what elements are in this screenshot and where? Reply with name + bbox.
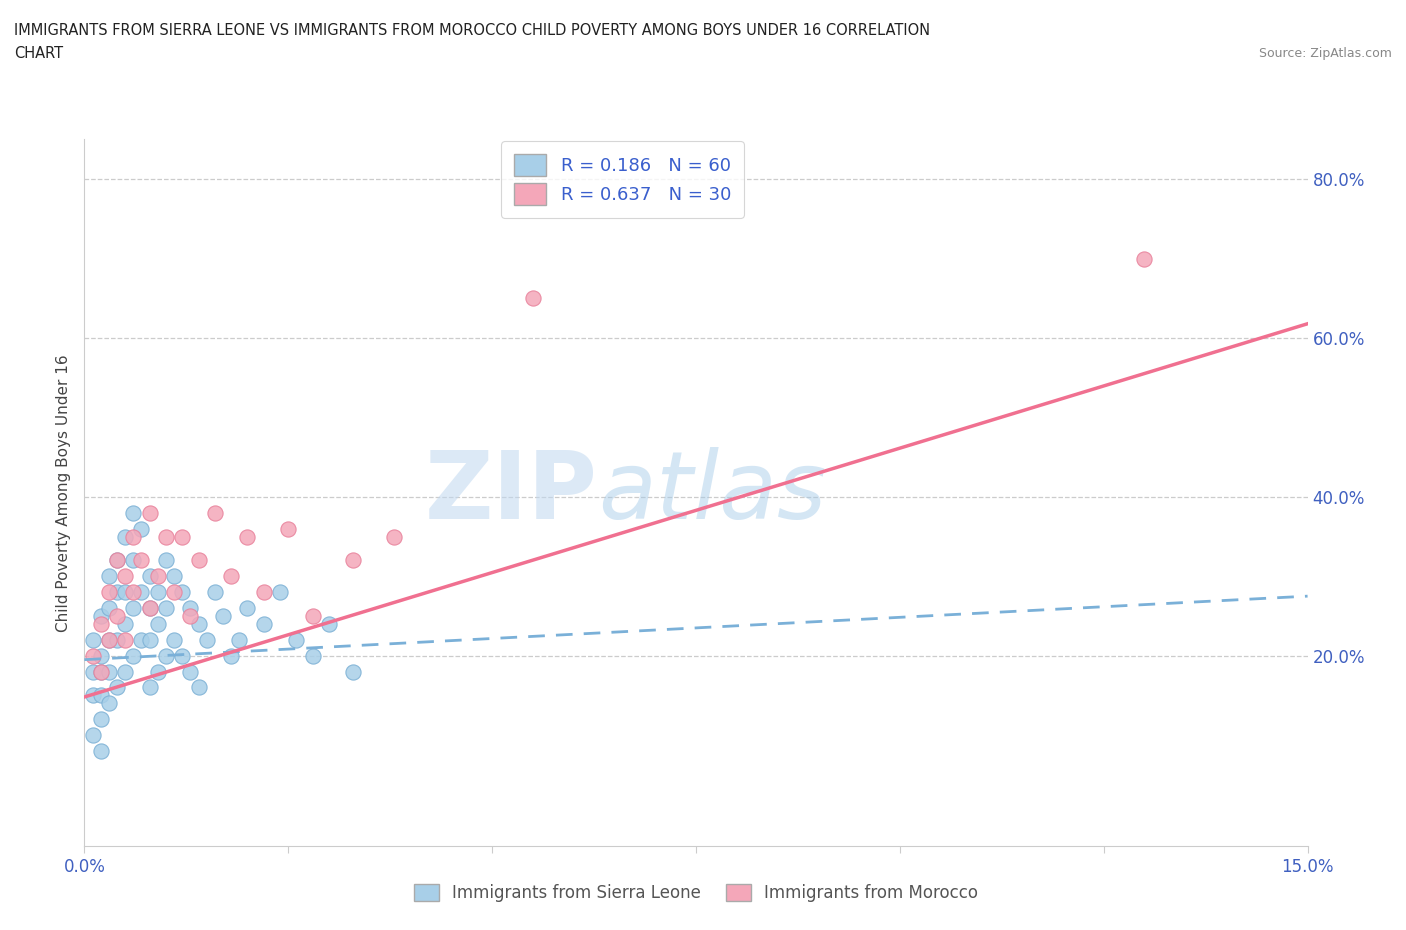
Point (172, 585, 194, 600)
Point (163, 632, 186, 647)
Point (138, 569, 160, 584)
Text: atlas: atlas (598, 447, 827, 538)
Point (155, 529, 177, 544)
Point (90, 664, 112, 679)
Point (131, 521, 153, 536)
Point (82, 648, 104, 663)
Point (114, 529, 136, 544)
Point (105, 680, 128, 695)
Point (97, 601, 120, 616)
Point (131, 553, 153, 568)
Point (382, 529, 405, 544)
Point (82, 632, 104, 647)
Point (114, 569, 136, 584)
Point (90, 711, 112, 726)
Point (131, 585, 153, 600)
Point (138, 680, 160, 695)
Point (301, 648, 323, 663)
Point (131, 632, 153, 647)
Point (138, 601, 160, 616)
Point (155, 601, 177, 616)
Point (82, 727, 104, 742)
Point (179, 608, 201, 623)
Point (155, 648, 177, 663)
Point (212, 608, 235, 623)
Point (146, 617, 169, 631)
Point (82, 688, 104, 703)
Point (122, 648, 145, 663)
Point (90, 617, 112, 631)
Point (187, 553, 209, 568)
Point (82, 664, 104, 679)
Point (105, 553, 128, 568)
Point (97, 696, 120, 711)
Point (179, 601, 201, 616)
Point (187, 617, 209, 631)
Point (146, 585, 169, 600)
Point (253, 585, 276, 600)
Point (163, 569, 186, 584)
Point (155, 553, 177, 568)
Point (146, 569, 169, 584)
Point (122, 585, 145, 600)
Text: IMMIGRANTS FROM SIERRA LEONE VS IMMIGRANTS FROM MOROCCO CHILD POVERTY AMONG BOYS: IMMIGRANTS FROM SIERRA LEONE VS IMMIGRAN… (14, 23, 931, 38)
Point (269, 585, 291, 600)
Point (114, 617, 136, 631)
Point (219, 648, 242, 663)
Point (90, 744, 112, 759)
Point (342, 664, 364, 679)
Point (1133, 251, 1156, 266)
Point (285, 632, 308, 647)
Point (90, 688, 112, 703)
Legend: Immigrants from Sierra Leone, Immigrants from Morocco: Immigrants from Sierra Leone, Immigrants… (406, 877, 986, 909)
Point (195, 632, 218, 647)
Point (122, 529, 145, 544)
Point (204, 505, 226, 520)
Point (90, 608, 112, 623)
Point (163, 585, 186, 600)
Point (172, 529, 194, 544)
Point (90, 664, 112, 679)
Point (97, 632, 120, 647)
Point (179, 664, 201, 679)
Point (236, 529, 259, 544)
Point (122, 505, 145, 520)
Text: CHART: CHART (14, 46, 63, 61)
Point (97, 585, 120, 600)
Point (146, 664, 169, 679)
Point (138, 632, 160, 647)
Point (97, 632, 120, 647)
Text: Source: ZipAtlas.com: Source: ZipAtlas.com (1258, 46, 1392, 60)
Point (204, 585, 226, 600)
Point (277, 521, 299, 536)
Point (105, 553, 128, 568)
Point (219, 569, 242, 584)
Point (105, 608, 128, 623)
Point (90, 648, 112, 663)
Point (301, 608, 323, 623)
Point (114, 664, 136, 679)
Point (97, 569, 120, 584)
Point (342, 553, 364, 568)
Point (114, 632, 136, 647)
Point (138, 505, 160, 520)
Point (105, 632, 128, 647)
Point (138, 601, 160, 616)
Y-axis label: Child Poverty Among Boys Under 16: Child Poverty Among Boys Under 16 (56, 354, 72, 631)
Point (97, 664, 120, 679)
Point (122, 601, 145, 616)
Point (114, 585, 136, 600)
Point (122, 553, 145, 568)
Point (522, 291, 544, 306)
Point (253, 617, 276, 631)
Point (187, 680, 209, 695)
Text: ZIP: ZIP (425, 447, 598, 538)
Point (318, 617, 340, 631)
Point (105, 585, 128, 600)
Point (228, 632, 250, 647)
Point (236, 601, 259, 616)
Point (172, 648, 194, 663)
